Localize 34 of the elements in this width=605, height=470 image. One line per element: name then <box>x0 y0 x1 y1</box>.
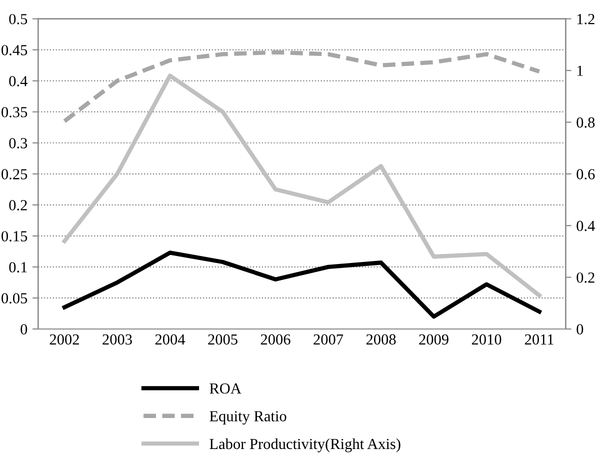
y2-tick-label: 1 <box>577 66 583 76</box>
y2-tick-label: 1.2 <box>577 14 594 24</box>
x-tick-label: 2006 <box>260 334 290 345</box>
x-tick-label: 2008 <box>366 334 396 345</box>
y2-tick-label: 0.6 <box>576 169 595 180</box>
y-tick-label: 0.2 <box>9 200 27 210</box>
line-series <box>62 50 542 124</box>
legend-label: ROA <box>210 383 242 394</box>
x-tick-label: 2005 <box>208 334 238 345</box>
y-tick-label: 0.5 <box>9 14 28 24</box>
y2-tick-label: 0.8 <box>576 117 595 128</box>
y-tick-label: 0.15 <box>2 231 28 242</box>
x-tick-label: 2003 <box>102 334 132 345</box>
legend-label: Equity Ratio <box>210 411 286 425</box>
y-tick-label: 0.05 <box>2 293 28 304</box>
x-tick-label: 2007 <box>314 334 344 345</box>
y2-tick-label: 0.4 <box>576 220 595 232</box>
y-tick-label: 0.1 <box>9 262 27 272</box>
y-tick-label: 0.45 <box>2 44 28 56</box>
y-tick-label: 0.3 <box>9 138 28 148</box>
y2-tick-label: 0.2 <box>576 272 594 283</box>
y-tick-label: 0.4 <box>9 76 28 86</box>
y2-tick-label: 0 <box>576 324 584 334</box>
x-tick-label: 2011 <box>524 334 554 345</box>
legend-label: Labor Productivity(Right Axis) <box>210 438 400 452</box>
x-tick-label: 2002 <box>50 334 79 345</box>
line-series <box>62 74 542 298</box>
x-tick-label: 2004 <box>155 334 186 345</box>
y-tick-label: 0 <box>20 324 28 334</box>
x-tick-label: 2010 <box>472 334 502 345</box>
y-tick-label: 0.35 <box>2 107 28 118</box>
x-tick-label: 2009 <box>419 334 448 345</box>
y-tick-label: 0.25 <box>2 169 28 180</box>
line-series <box>62 250 542 319</box>
